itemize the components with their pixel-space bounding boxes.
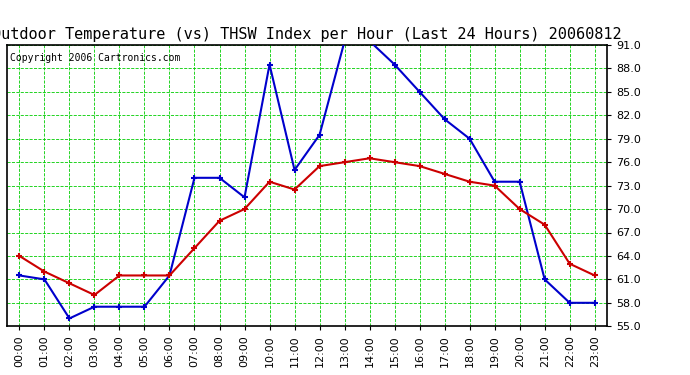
- Title: Outdoor Temperature (vs) THSW Index per Hour (Last 24 Hours) 20060812: Outdoor Temperature (vs) THSW Index per …: [0, 27, 622, 42]
- Text: Copyright 2006 Cartronics.com: Copyright 2006 Cartronics.com: [10, 54, 180, 63]
